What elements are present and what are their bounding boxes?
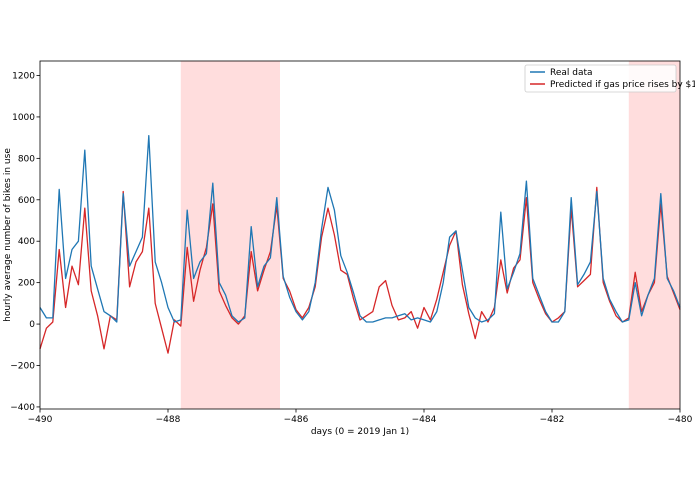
y-tick-label: 1000 — [12, 113, 35, 123]
legend-box — [524, 64, 677, 93]
y-tick-label: 400 — [18, 237, 35, 247]
y-tick-label: −200 — [10, 362, 35, 372]
x-tick-label: −480 — [668, 415, 693, 425]
legend-label-real: Real data — [550, 68, 593, 78]
x-axis-label: days (0 = 2019 Jan 1) — [311, 427, 409, 437]
x-tick-label: −486 — [284, 415, 309, 425]
shaded-regions — [180, 61, 680, 409]
legend: Real data Predicted if gas price rises b… — [524, 64, 695, 93]
plot-frame — [39, 60, 681, 410]
y-tick-label: 200 — [18, 279, 35, 289]
y-tick-label: 800 — [18, 154, 35, 164]
y-axis-label: hourly average number of bikes in use — [3, 148, 13, 322]
y-tick-label: 1200 — [12, 72, 35, 82]
shaded-region-1 — [628, 61, 680, 409]
y-tick-label: −400 — [10, 403, 35, 413]
series-lines — [39, 134, 681, 354]
x-tick-label: −488 — [156, 415, 181, 425]
shaded-region-0 — [180, 61, 280, 409]
legend-label-predicted: Predicted if gas price rises by $1/L — [550, 80, 695, 90]
series-line-0 — [39, 134, 681, 323]
x-tick-label: −482 — [540, 415, 565, 425]
y-axis-ticks: −400 −200 0 200 400 600 800 1000 1200 — [10, 72, 40, 413]
x-tick-label: −484 — [412, 415, 437, 425]
y-tick-label: 0 — [29, 320, 35, 330]
x-axis-ticks: −490 −488 −486 −484 −482 −480 — [28, 409, 693, 425]
x-tick-label: −490 — [28, 415, 53, 425]
y-tick-label: 600 — [18, 196, 35, 206]
